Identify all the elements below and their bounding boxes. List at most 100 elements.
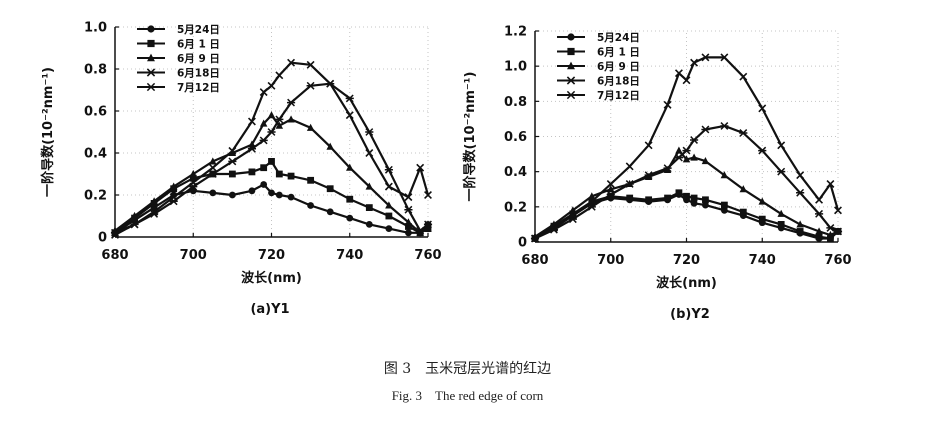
data-point	[663, 164, 672, 173]
data-point	[404, 205, 413, 214]
data-point	[416, 228, 424, 236]
data-point	[815, 195, 824, 204]
legend-marker	[147, 25, 155, 33]
data-point	[130, 220, 139, 229]
data-point	[384, 182, 393, 191]
data-point	[248, 187, 256, 195]
y-tick-label: 0.6	[84, 105, 107, 120]
data-point	[587, 202, 596, 211]
data-point	[682, 155, 691, 163]
y-tick-label: 0.4	[84, 147, 107, 162]
data-point	[365, 182, 374, 190]
data-point	[758, 197, 766, 205]
data-point	[625, 180, 634, 188]
data-point	[674, 153, 684, 162]
data-point	[626, 194, 634, 202]
data-point	[169, 182, 178, 190]
data-point	[365, 149, 374, 157]
data-point	[110, 228, 120, 237]
data-point	[569, 206, 577, 214]
series-line	[534, 56, 840, 240]
data-point	[365, 221, 373, 228]
data-point	[228, 170, 236, 178]
data-point	[663, 165, 672, 173]
x-tick-label: 680	[521, 253, 548, 268]
legend-marker	[147, 39, 155, 48]
legend-entry: 6月 9 日	[557, 61, 640, 73]
data-point	[130, 211, 139, 220]
legend-entry: 6月18日	[557, 76, 640, 88]
data-point	[248, 168, 256, 176]
data-point	[701, 53, 710, 62]
data-point	[209, 189, 217, 197]
data-point	[675, 146, 683, 154]
data-point	[287, 193, 295, 201]
data-point	[404, 193, 413, 202]
data-point	[169, 197, 178, 206]
data-point	[345, 111, 354, 120]
data-point	[247, 144, 257, 153]
data-point	[689, 136, 699, 144]
data-point	[796, 220, 804, 228]
data-point	[286, 98, 296, 107]
series-5	[110, 79, 433, 237]
data-point	[827, 235, 834, 242]
data-point	[189, 182, 198, 191]
data-point	[720, 122, 729, 130]
data-point	[702, 196, 709, 204]
series-2	[531, 189, 842, 242]
data-point	[267, 111, 276, 119]
data-point	[530, 234, 540, 243]
data-point	[385, 212, 393, 220]
data-point	[259, 88, 268, 97]
data-point	[228, 146, 237, 155]
data-point	[674, 69, 683, 78]
chart-panel-2: 680 700 720 740 760 0 0.2 0.4 0.6 0.8 1.0 1.2 波长(nm)…	[462, 25, 852, 323]
data-point	[606, 180, 615, 188]
figure-caption-en: Fig. 3 The red edge of corn	[391, 388, 544, 403]
data-point	[228, 157, 237, 166]
data-point	[275, 115, 284, 124]
data-point	[385, 225, 393, 233]
data-point	[568, 215, 577, 224]
data-point	[287, 58, 296, 67]
series-5	[530, 122, 843, 243]
data-point	[326, 185, 334, 193]
x-tick-label: 700	[180, 248, 207, 263]
data-point	[275, 170, 283, 178]
data-point	[326, 208, 334, 216]
legend-entry: 7月12日	[557, 90, 640, 102]
legend-label: 6月 9 日	[597, 61, 640, 73]
data-point	[346, 214, 354, 222]
data-point	[275, 121, 284, 129]
legend-label: 7月12日	[597, 90, 640, 102]
data-point	[644, 172, 653, 181]
legend-label: 6月 1 日	[597, 47, 640, 59]
data-point	[777, 209, 785, 217]
data-point	[720, 171, 729, 179]
data-point	[189, 174, 197, 182]
legend-entry: 6月 1 日	[137, 39, 220, 51]
data-point	[346, 195, 354, 203]
x-tick-label: 760	[414, 248, 441, 263]
x-tick-label: 720	[673, 253, 700, 268]
series-line	[114, 114, 429, 234]
figure-caption-cn: 图 3 玉米冠层光谱的红边	[383, 361, 552, 377]
data-point	[259, 119, 268, 127]
legend-marker	[567, 33, 575, 41]
data-point	[549, 225, 559, 234]
data-point	[777, 221, 785, 228]
x-tick-label: 720	[258, 248, 285, 263]
data-point	[625, 162, 634, 171]
data-point	[326, 79, 335, 88]
y-tick-label: 0.2	[84, 189, 107, 204]
legend-marker	[146, 82, 156, 92]
data-point	[702, 201, 709, 209]
data-point	[739, 72, 748, 81]
x-tick-label: 760	[824, 253, 851, 268]
data-point	[644, 141, 653, 150]
y-axis-label: 一阶导数(10⁻²nm⁻¹)	[40, 67, 56, 197]
legend-label: 6月 1 日	[177, 39, 220, 51]
data-point	[404, 218, 413, 226]
x-axis-label: 波长(nm)	[656, 275, 717, 291]
